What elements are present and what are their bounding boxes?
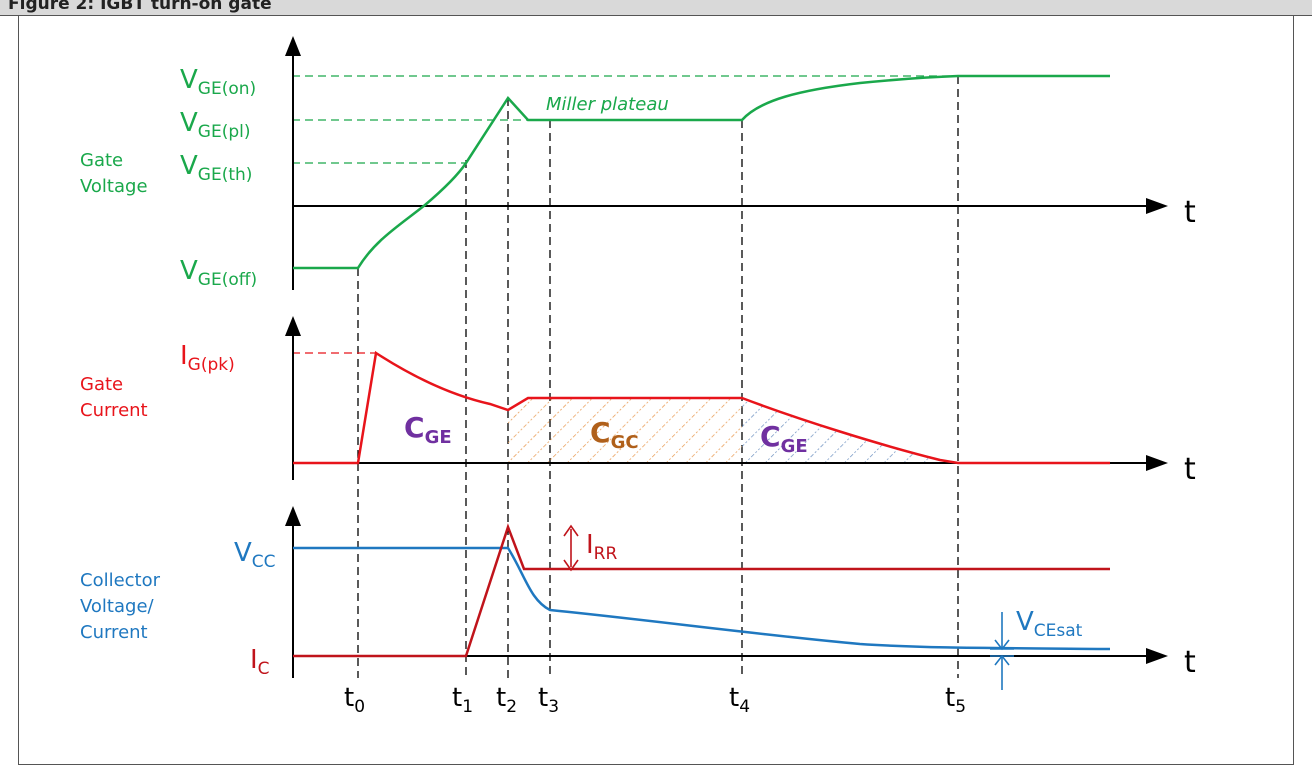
cgc-hatched-region	[508, 398, 742, 463]
gate-current-x-arrow	[1146, 455, 1168, 471]
time-marker-lines	[357, 76, 959, 678]
irr-dimension-arrow	[563, 524, 579, 572]
vcesat-label: VCEsat	[1016, 607, 1083, 641]
collector-panel: Collector Voltage/ Current VCC IC IRR VC…	[80, 506, 1196, 690]
vge-on-label: VGE(on)	[180, 65, 256, 99]
ic-label: IC	[250, 645, 270, 679]
vge-off-label: VGE(off)	[180, 256, 257, 290]
collector-current-waveform	[293, 523, 1110, 658]
vge-th-label: VGE(th)	[180, 151, 252, 185]
gate-current-y-arrow	[285, 316, 301, 336]
collector-x-arrow	[1146, 648, 1168, 664]
gate-current-t-label: t	[1184, 452, 1196, 487]
collector-label-line2: Voltage/	[80, 596, 155, 617]
collector-y-arrow	[285, 506, 301, 526]
t1-label: t1	[452, 683, 473, 717]
time-marker-labels: t0 t1 t2 t3 t4 t5	[344, 683, 966, 717]
gate-current-label-line1: Gate	[80, 374, 123, 395]
gate-voltage-label-line2: Voltage	[80, 176, 148, 197]
gate-current-waveform	[293, 350, 1110, 465]
gate-voltage-y-arrow	[285, 36, 301, 56]
cge-label-2: CGE	[760, 420, 808, 457]
cge-label-1: CGE	[404, 411, 452, 448]
collector-label-line3: Current	[80, 622, 148, 643]
collector-voltage-waveform	[293, 546, 1111, 651]
t5-label: t5	[945, 683, 966, 717]
irr-label: IRR	[586, 530, 617, 564]
cge-hatched-region	[742, 398, 958, 463]
vge-pl-label: VGE(pl)	[180, 108, 251, 142]
t3-label: t3	[538, 683, 559, 717]
ig-pk-label: IG(pk)	[180, 341, 235, 375]
figure-title: Figure 2: IGBT turn-on gate	[8, 0, 272, 14]
miller-plateau-annotation: Miller plateau	[546, 94, 669, 115]
collector-t-label: t	[1184, 645, 1196, 680]
gate-current-panel: Gate Current IG(pk) CGE CGC CGE t	[80, 316, 1196, 487]
gate-voltage-t-label: t	[1184, 195, 1196, 230]
gate-voltage-waveform	[293, 74, 1110, 270]
gate-voltage-panel: Gate Voltage VGE(on) VGE(pl) VGE(th) VGE…	[80, 36, 1196, 290]
vcc-label: VCC	[234, 538, 276, 572]
t4-label: t4	[729, 683, 750, 717]
t2-label: t2	[496, 683, 517, 717]
gate-voltage-x-arrow	[1146, 198, 1168, 214]
gate-current-label-line2: Current	[80, 400, 148, 421]
gate-voltage-label-line1: Gate	[80, 150, 123, 171]
cgc-label: CGC	[590, 416, 639, 453]
header-bar: Figure 2: IGBT turn-on gate	[0, 0, 1312, 16]
t0-label: t0	[344, 683, 365, 717]
vcesat-dimension-arrows	[990, 612, 1014, 690]
collector-label-line1: Collector	[80, 570, 161, 591]
